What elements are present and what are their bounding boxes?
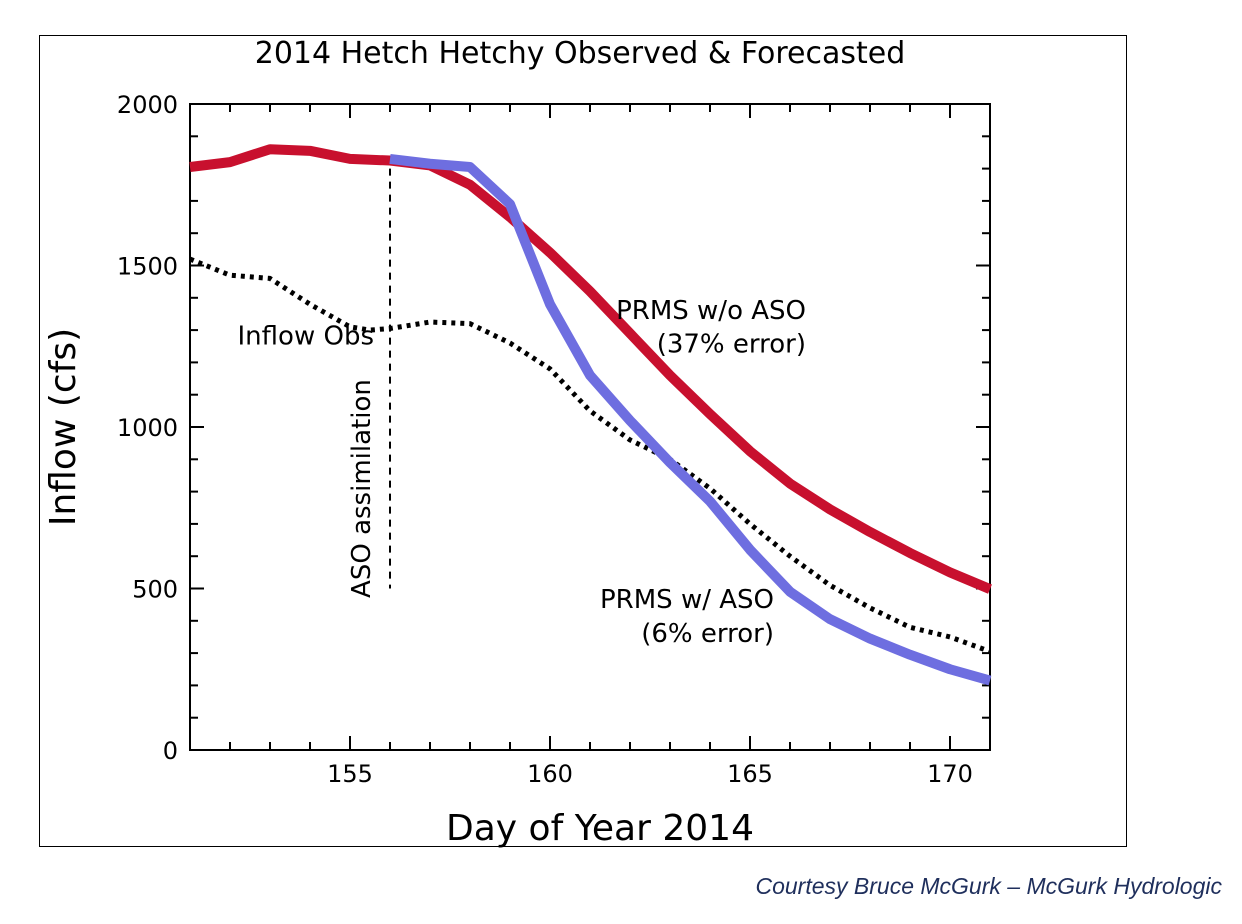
annotation-layer: ASO assimilation Inflow Obs PRMS w/o ASO (3… <box>238 168 806 649</box>
annotation-label: (6% error) <box>641 619 774 649</box>
annotation-label: Inflow Obs <box>238 322 374 352</box>
x-tick-label: 155 <box>327 760 373 788</box>
series-line-prms_wo_aso <box>189 144 992 594</box>
annotation-label: PRMS w/o ASO <box>616 296 806 326</box>
x-axis-label: Day of Year 2014 <box>446 808 754 849</box>
y-tick-label: 0 <box>163 737 178 765</box>
annotation-label: PRMS w/ ASO <box>600 585 774 615</box>
y-tick-label: 1500 <box>117 253 178 281</box>
annotation-label: (37% error) <box>657 330 806 360</box>
x-tick-label: 165 <box>727 760 773 788</box>
series-layer <box>189 144 992 686</box>
x-tick-label: 160 <box>527 760 573 788</box>
y-tick-label: 500 <box>132 576 178 604</box>
y-axis-label: Inflow (cfs) <box>43 328 84 526</box>
axis-ticks: 155 160 165 170 0 500 1000 1500 2000 <box>117 91 991 788</box>
chart-frame <box>39 35 1127 847</box>
x-tick-label: 170 <box>927 760 973 788</box>
y-tick-label: 2000 <box>117 91 178 119</box>
aso-assimilation-label: ASO assimilation <box>347 379 377 598</box>
credit-text: Courtesy Bruce McGurk – McGurk Hydrologi… <box>755 873 1222 899</box>
plot-area <box>189 103 991 751</box>
series-line-inflow_obs <box>189 256 991 654</box>
series-line-prms_w_aso <box>389 153 992 686</box>
y-tick-label: 1000 <box>117 414 178 442</box>
chart-title: 2014 Hetch Hetchy Observed & Forecasted <box>255 36 906 71</box>
